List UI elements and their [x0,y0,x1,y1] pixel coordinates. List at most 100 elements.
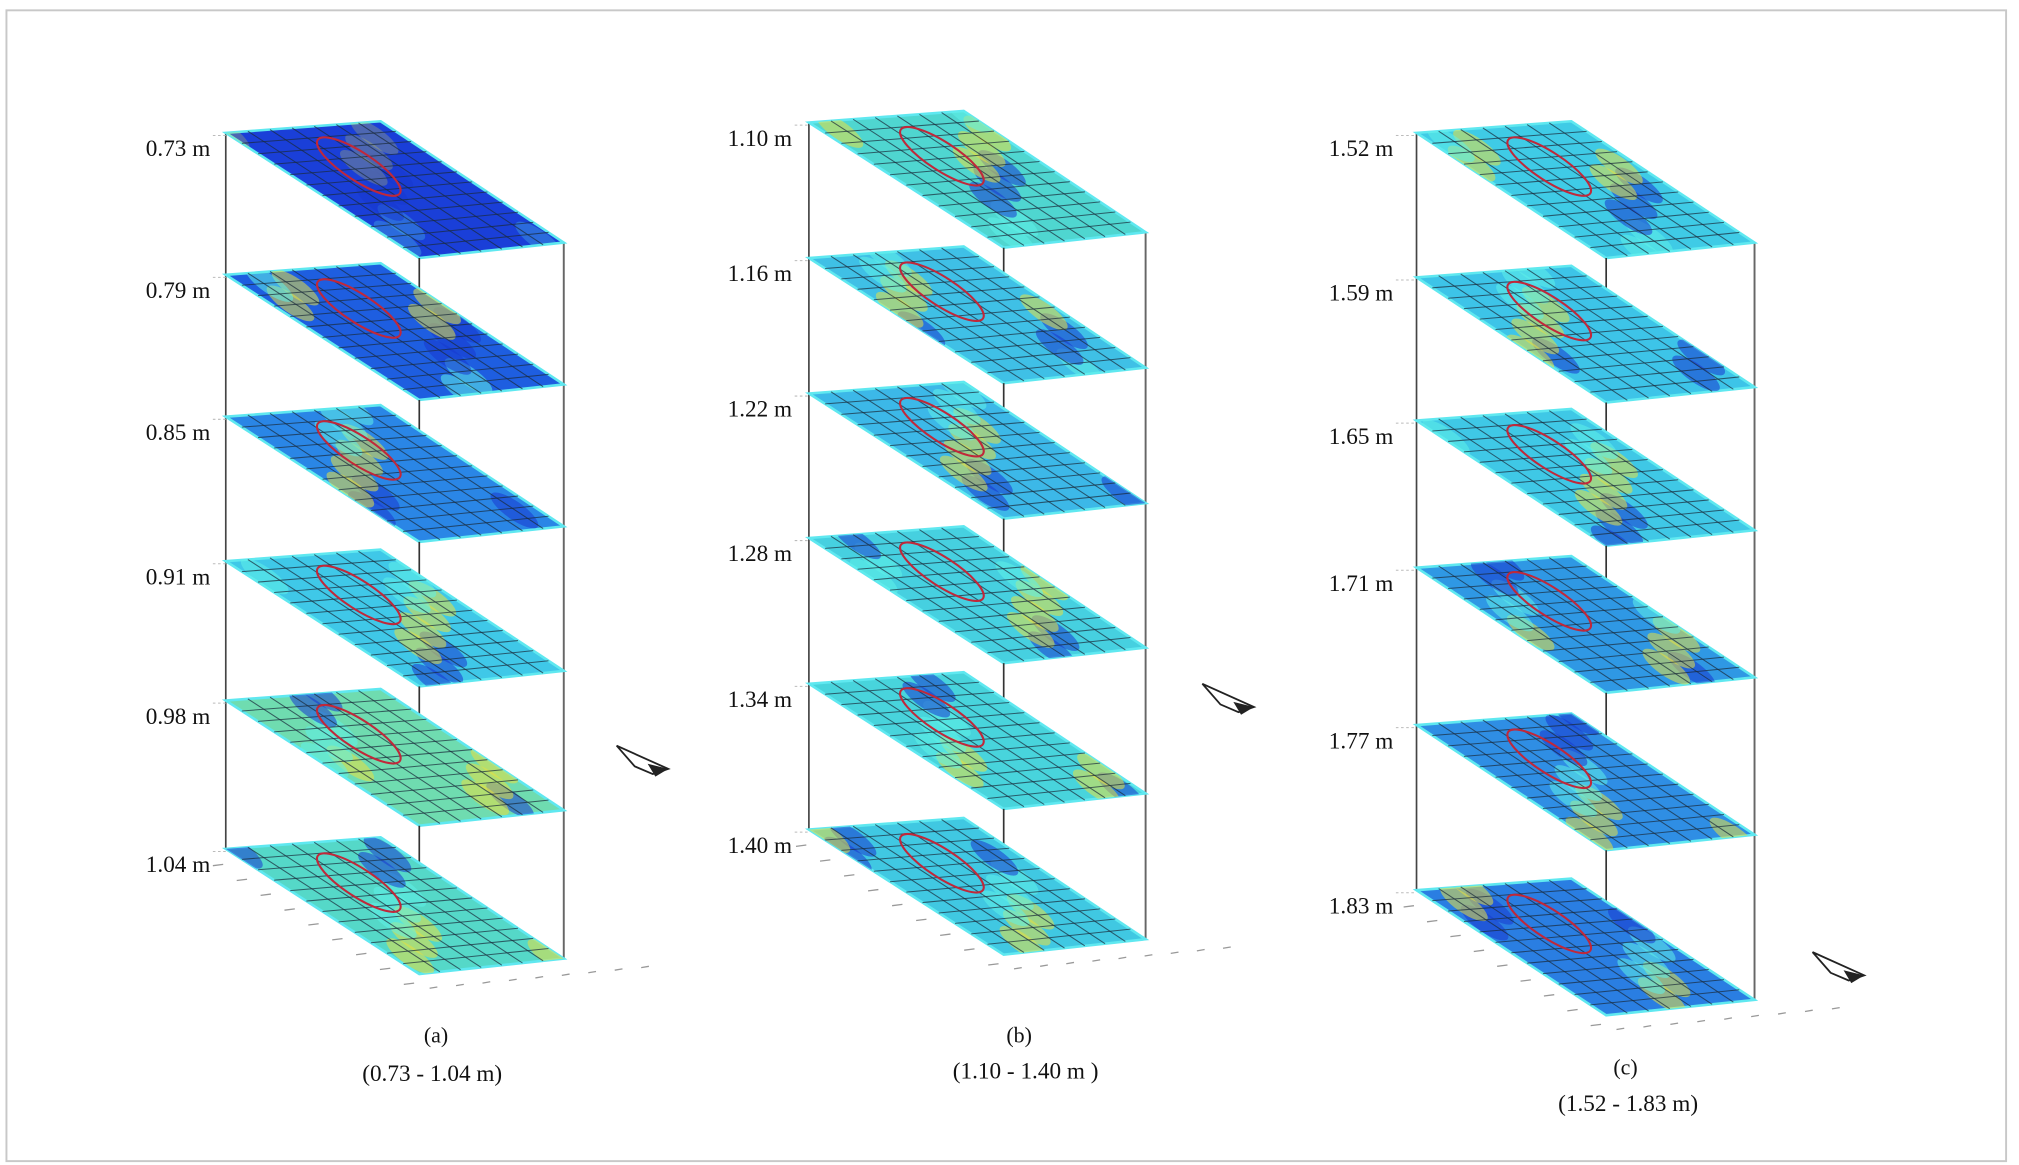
value-patch [1604,199,1653,236]
north-arrow-icon [1811,951,1867,982]
grid-line [1438,722,1628,849]
grid-line [403,660,549,677]
grid-line [290,728,442,743]
grid-line [336,124,523,248]
grid-line [1558,499,1709,515]
depth-label: 1.16 m [728,261,792,287]
grid-line [241,846,396,860]
axis-tick [1543,994,1555,997]
depth-slice [1412,119,1759,260]
grid-line [370,353,519,370]
value-patch [828,820,877,857]
grid-line [1526,268,1713,392]
grid-line [313,409,503,534]
grid-line [291,411,482,536]
grid-line [291,127,482,252]
grid-line [971,482,1116,499]
grid-line [1479,918,1633,933]
anomaly-contour [1506,424,1593,485]
depth-label: 0.79 m [146,278,210,304]
depth-slice [221,261,568,402]
grid-line [1590,231,1740,249]
axis-tick [1831,1006,1840,1010]
grid-line [1438,130,1628,257]
grid-line [241,414,396,428]
grid-line [841,691,995,706]
axis-tick [1497,964,1508,967]
depth-label: 0.73 m [146,136,210,162]
slice-patches [289,688,534,819]
depth-slice [221,403,568,544]
grid-line [954,616,1101,633]
grid-line [1504,717,1692,842]
grid-line [403,947,549,965]
anomaly-contour [899,261,985,322]
grid-line [922,316,1070,332]
grid-line [386,937,534,954]
axis-tick [212,863,224,867]
grid-line [1542,636,1694,652]
value-patch [1440,885,1488,922]
grid-line [1548,266,1734,390]
grid-line [274,718,427,733]
grid-line [1548,557,1734,680]
grid-line [358,122,544,246]
grid-line [1504,125,1692,250]
grid-line [954,472,1101,488]
grid-line [1495,315,1648,331]
grid-line [938,898,1086,914]
slice-patches [245,266,493,400]
grid-line [857,556,1010,570]
grid-line [874,824,1065,949]
grid-line [922,742,1070,758]
grid-line [257,569,412,583]
grid-line [852,680,1045,805]
grid-line [874,117,1065,242]
grid-line [247,559,441,685]
grid-line [386,505,534,522]
grid-line [354,485,503,501]
anomaly-contour [315,852,402,913]
axis-tick [1520,979,1531,982]
depth-slice [1412,554,1759,695]
value-patch [1006,612,1055,648]
depth-label: 0.98 m [146,704,210,730]
grid-line [830,255,1025,382]
depth-label: 1.52 m [1329,136,1393,162]
grid-line [919,529,1106,653]
grid-line [890,431,1040,447]
grid-line [906,442,1055,457]
grid-line [941,819,1126,942]
grid-line [873,421,1025,436]
north-arrow-icon [615,744,671,776]
value-patch [363,837,412,873]
value-patch [300,742,349,778]
grid-line [336,691,523,816]
grid-line [322,609,473,625]
value-patch [369,902,417,939]
grid-line [269,845,461,971]
grid-line [1460,721,1649,847]
grid-line [354,201,503,217]
depth-slice [221,548,568,688]
anomaly-contour [899,832,985,894]
north-arrow-head-icon [1843,970,1865,984]
grid-line [247,414,441,541]
grid-line [971,346,1116,363]
grid-line [873,150,1025,165]
grid-line [1504,413,1692,538]
grid-line [857,701,1010,716]
grid-line [1482,884,1671,1010]
grid-line [971,918,1116,935]
grid-line [1438,418,1628,544]
axis-tick [1403,905,1415,908]
depth-label: 1.22 m [728,397,792,423]
grid-line [1438,888,1628,1014]
grid-line [857,411,1010,426]
caption-c-range: (1.52 - 1.83 m) [1558,1091,1698,1117]
grid-line [1590,519,1740,536]
depth-label: 0.85 m [146,420,210,446]
value-patch [1607,907,1656,944]
value-patch [1427,126,1475,163]
grid-line [830,535,1025,662]
